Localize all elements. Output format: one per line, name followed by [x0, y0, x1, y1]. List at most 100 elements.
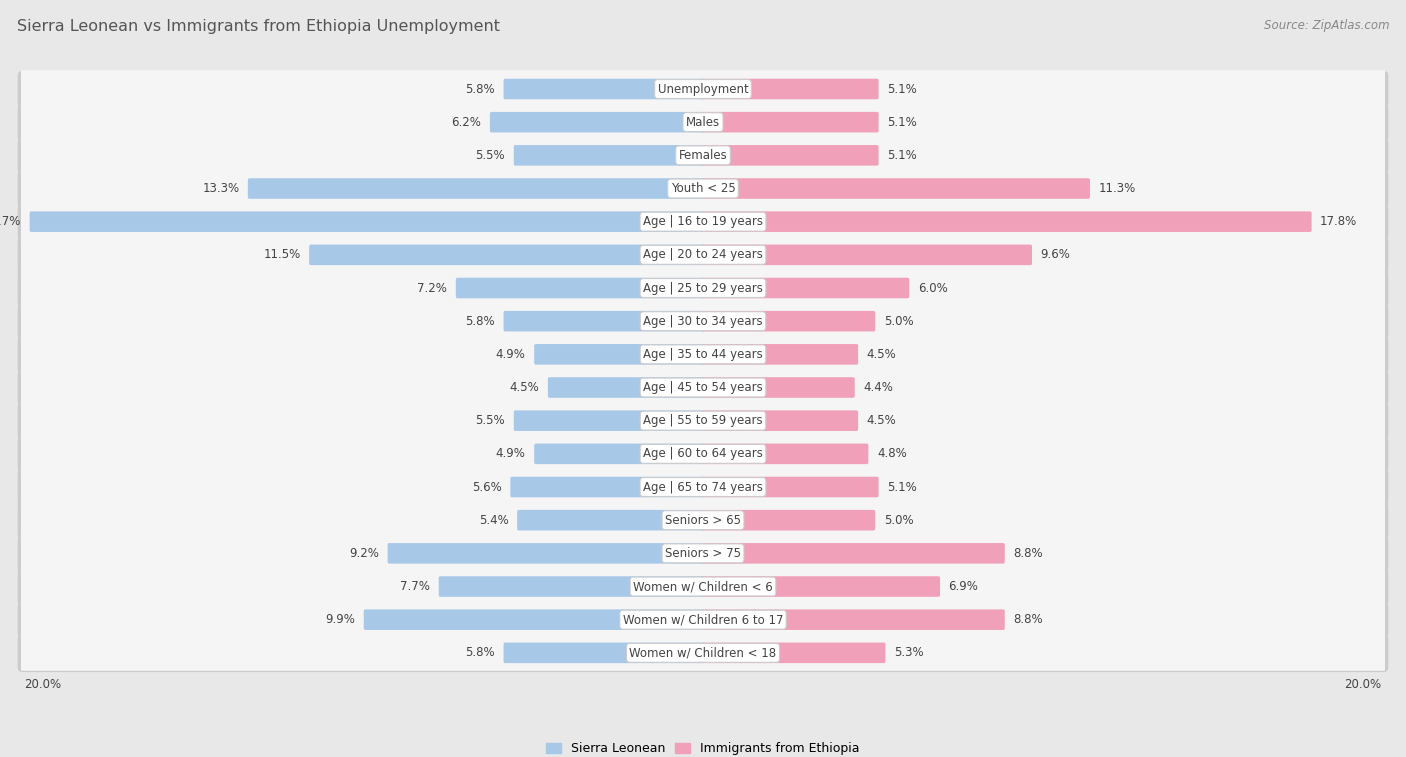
- Text: 5.5%: 5.5%: [475, 149, 505, 162]
- FancyBboxPatch shape: [702, 145, 879, 166]
- Text: 20.0%: 20.0%: [24, 678, 62, 691]
- Text: 11.3%: 11.3%: [1098, 182, 1136, 195]
- Text: Females: Females: [679, 149, 727, 162]
- Text: 5.1%: 5.1%: [887, 116, 917, 129]
- FancyBboxPatch shape: [18, 103, 1388, 140]
- FancyBboxPatch shape: [702, 643, 886, 663]
- Text: 4.8%: 4.8%: [877, 447, 907, 460]
- FancyBboxPatch shape: [702, 444, 869, 464]
- FancyBboxPatch shape: [18, 269, 1388, 306]
- FancyBboxPatch shape: [18, 534, 1388, 572]
- FancyBboxPatch shape: [18, 236, 1388, 273]
- Text: Age | 20 to 24 years: Age | 20 to 24 years: [643, 248, 763, 261]
- FancyBboxPatch shape: [503, 643, 704, 663]
- Text: Age | 65 to 74 years: Age | 65 to 74 years: [643, 481, 763, 494]
- Text: 13.3%: 13.3%: [202, 182, 239, 195]
- FancyBboxPatch shape: [702, 576, 941, 597]
- FancyBboxPatch shape: [702, 211, 1312, 232]
- FancyBboxPatch shape: [503, 311, 704, 332]
- FancyBboxPatch shape: [18, 468, 1388, 505]
- FancyBboxPatch shape: [702, 311, 875, 332]
- FancyBboxPatch shape: [18, 435, 1388, 473]
- Text: 7.2%: 7.2%: [418, 282, 447, 294]
- Text: Age | 60 to 64 years: Age | 60 to 64 years: [643, 447, 763, 460]
- FancyBboxPatch shape: [18, 602, 1388, 639]
- FancyBboxPatch shape: [18, 137, 1388, 175]
- FancyBboxPatch shape: [702, 410, 858, 431]
- Text: Seniors > 75: Seniors > 75: [665, 547, 741, 560]
- FancyBboxPatch shape: [18, 502, 1388, 540]
- Text: Sierra Leonean vs Immigrants from Ethiopia Unemployment: Sierra Leonean vs Immigrants from Ethiop…: [17, 19, 501, 34]
- Text: 5.8%: 5.8%: [465, 646, 495, 659]
- FancyBboxPatch shape: [18, 303, 1388, 341]
- FancyBboxPatch shape: [503, 79, 704, 99]
- FancyBboxPatch shape: [18, 136, 1388, 173]
- Text: 5.1%: 5.1%: [887, 481, 917, 494]
- FancyBboxPatch shape: [702, 245, 1032, 265]
- Text: 4.4%: 4.4%: [863, 381, 893, 394]
- FancyBboxPatch shape: [517, 510, 704, 531]
- Text: 4.5%: 4.5%: [866, 414, 897, 427]
- FancyBboxPatch shape: [489, 112, 704, 132]
- FancyBboxPatch shape: [18, 336, 1388, 374]
- Text: 5.8%: 5.8%: [465, 315, 495, 328]
- FancyBboxPatch shape: [364, 609, 704, 630]
- FancyBboxPatch shape: [702, 510, 875, 531]
- Text: Age | 30 to 34 years: Age | 30 to 34 years: [643, 315, 763, 328]
- Text: 5.5%: 5.5%: [475, 414, 505, 427]
- FancyBboxPatch shape: [439, 576, 704, 597]
- FancyBboxPatch shape: [18, 469, 1388, 506]
- Text: Age | 16 to 19 years: Age | 16 to 19 years: [643, 215, 763, 228]
- Text: 5.0%: 5.0%: [884, 514, 914, 527]
- FancyBboxPatch shape: [18, 569, 1388, 606]
- FancyBboxPatch shape: [18, 204, 1388, 241]
- Text: 4.5%: 4.5%: [509, 381, 540, 394]
- FancyBboxPatch shape: [18, 634, 1388, 671]
- Text: 6.2%: 6.2%: [451, 116, 481, 129]
- FancyBboxPatch shape: [456, 278, 704, 298]
- Text: 6.0%: 6.0%: [918, 282, 948, 294]
- FancyBboxPatch shape: [18, 435, 1388, 472]
- Text: Age | 25 to 29 years: Age | 25 to 29 years: [643, 282, 763, 294]
- FancyBboxPatch shape: [534, 444, 704, 464]
- FancyBboxPatch shape: [18, 203, 1388, 239]
- FancyBboxPatch shape: [18, 170, 1388, 207]
- FancyBboxPatch shape: [702, 344, 858, 365]
- FancyBboxPatch shape: [18, 402, 1388, 438]
- FancyBboxPatch shape: [18, 237, 1388, 274]
- FancyBboxPatch shape: [702, 543, 1005, 564]
- FancyBboxPatch shape: [18, 634, 1388, 672]
- Text: Women w/ Children 6 to 17: Women w/ Children 6 to 17: [623, 613, 783, 626]
- Text: Youth < 25: Youth < 25: [671, 182, 735, 195]
- Text: 8.8%: 8.8%: [1014, 613, 1043, 626]
- Text: Source: ZipAtlas.com: Source: ZipAtlas.com: [1264, 19, 1389, 32]
- Text: 5.1%: 5.1%: [887, 83, 917, 95]
- FancyBboxPatch shape: [18, 369, 1388, 407]
- FancyBboxPatch shape: [18, 535, 1388, 572]
- Text: 5.3%: 5.3%: [894, 646, 924, 659]
- Legend: Sierra Leonean, Immigrants from Ethiopia: Sierra Leonean, Immigrants from Ethiopia: [541, 737, 865, 757]
- FancyBboxPatch shape: [702, 609, 1005, 630]
- FancyBboxPatch shape: [702, 112, 879, 132]
- FancyBboxPatch shape: [18, 335, 1388, 372]
- FancyBboxPatch shape: [702, 79, 879, 99]
- Text: 19.7%: 19.7%: [0, 215, 21, 228]
- FancyBboxPatch shape: [18, 269, 1388, 307]
- FancyBboxPatch shape: [18, 302, 1388, 339]
- FancyBboxPatch shape: [18, 403, 1388, 440]
- Text: Women w/ Children < 6: Women w/ Children < 6: [633, 580, 773, 593]
- Text: 9.6%: 9.6%: [1040, 248, 1070, 261]
- FancyBboxPatch shape: [18, 104, 1388, 142]
- Text: 4.9%: 4.9%: [496, 447, 526, 460]
- Text: 4.5%: 4.5%: [866, 348, 897, 361]
- Text: Age | 35 to 44 years: Age | 35 to 44 years: [643, 348, 763, 361]
- Text: 17.8%: 17.8%: [1320, 215, 1357, 228]
- Text: 20.0%: 20.0%: [1344, 678, 1382, 691]
- FancyBboxPatch shape: [18, 170, 1388, 207]
- Text: 5.6%: 5.6%: [472, 481, 502, 494]
- FancyBboxPatch shape: [18, 70, 1388, 108]
- FancyBboxPatch shape: [702, 278, 910, 298]
- FancyBboxPatch shape: [702, 377, 855, 397]
- Text: Males: Males: [686, 116, 720, 129]
- FancyBboxPatch shape: [388, 543, 704, 564]
